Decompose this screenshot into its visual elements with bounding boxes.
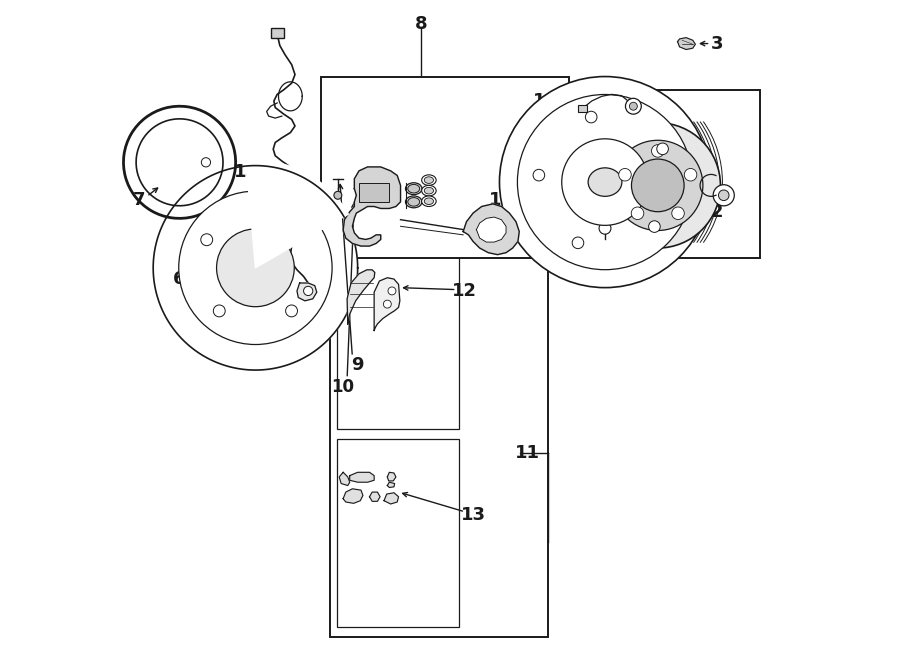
FancyBboxPatch shape <box>337 228 459 430</box>
Circle shape <box>533 169 544 181</box>
Text: 13: 13 <box>461 506 486 524</box>
Circle shape <box>201 234 212 246</box>
Text: 14: 14 <box>533 92 557 110</box>
Circle shape <box>629 102 637 110</box>
Polygon shape <box>153 166 357 370</box>
Text: 10: 10 <box>331 377 355 395</box>
FancyBboxPatch shape <box>359 183 389 202</box>
Circle shape <box>303 286 313 295</box>
Circle shape <box>518 95 693 270</box>
Ellipse shape <box>421 196 436 206</box>
Text: 9: 9 <box>351 356 364 374</box>
Circle shape <box>572 237 584 249</box>
Circle shape <box>652 145 664 157</box>
FancyBboxPatch shape <box>271 28 284 38</box>
Circle shape <box>684 169 697 181</box>
Text: 1: 1 <box>489 191 501 209</box>
Polygon shape <box>464 204 519 254</box>
Text: 15: 15 <box>234 163 259 181</box>
Text: 11: 11 <box>516 444 540 461</box>
Circle shape <box>562 139 648 225</box>
Ellipse shape <box>406 196 422 208</box>
Circle shape <box>632 159 684 212</box>
Text: 3: 3 <box>711 34 724 53</box>
Ellipse shape <box>421 185 436 196</box>
FancyBboxPatch shape <box>337 440 459 627</box>
Circle shape <box>657 143 669 155</box>
Circle shape <box>383 300 392 308</box>
Ellipse shape <box>424 198 434 204</box>
Polygon shape <box>374 278 400 330</box>
Circle shape <box>671 207 684 219</box>
Circle shape <box>626 98 642 114</box>
Polygon shape <box>370 492 380 501</box>
Ellipse shape <box>408 184 419 193</box>
Circle shape <box>500 77 710 288</box>
Polygon shape <box>387 483 394 487</box>
FancyBboxPatch shape <box>270 165 279 178</box>
Polygon shape <box>387 473 396 481</box>
Ellipse shape <box>424 187 434 194</box>
Polygon shape <box>347 270 374 324</box>
Circle shape <box>631 207 644 219</box>
Ellipse shape <box>588 168 622 196</box>
Circle shape <box>202 158 211 167</box>
FancyBboxPatch shape <box>321 77 569 258</box>
Circle shape <box>179 191 332 344</box>
Polygon shape <box>343 167 400 246</box>
Circle shape <box>713 184 734 206</box>
Polygon shape <box>476 217 506 242</box>
Text: 4: 4 <box>598 87 611 105</box>
Polygon shape <box>343 488 363 503</box>
Circle shape <box>649 221 661 233</box>
Ellipse shape <box>406 182 422 194</box>
Circle shape <box>388 287 396 295</box>
FancyBboxPatch shape <box>578 105 587 112</box>
Circle shape <box>618 169 631 181</box>
Ellipse shape <box>421 175 436 185</box>
Circle shape <box>718 190 729 200</box>
Polygon shape <box>246 161 348 268</box>
Polygon shape <box>678 38 696 50</box>
Text: 12: 12 <box>452 282 477 300</box>
Polygon shape <box>339 473 350 486</box>
Circle shape <box>334 191 342 199</box>
Text: 7: 7 <box>132 191 145 209</box>
Circle shape <box>585 111 597 123</box>
Circle shape <box>213 305 225 317</box>
Polygon shape <box>350 473 374 483</box>
Ellipse shape <box>424 176 434 183</box>
Circle shape <box>613 140 703 231</box>
Text: 8: 8 <box>415 15 428 33</box>
Text: 6: 6 <box>174 270 185 288</box>
Polygon shape <box>384 492 399 504</box>
Ellipse shape <box>408 198 419 206</box>
Circle shape <box>599 222 611 234</box>
Circle shape <box>217 229 294 307</box>
Polygon shape <box>297 283 317 301</box>
FancyBboxPatch shape <box>592 90 760 258</box>
Circle shape <box>285 305 298 317</box>
FancyBboxPatch shape <box>330 221 547 637</box>
Text: 5: 5 <box>602 213 615 231</box>
Text: 2: 2 <box>711 203 724 221</box>
Circle shape <box>595 123 720 248</box>
